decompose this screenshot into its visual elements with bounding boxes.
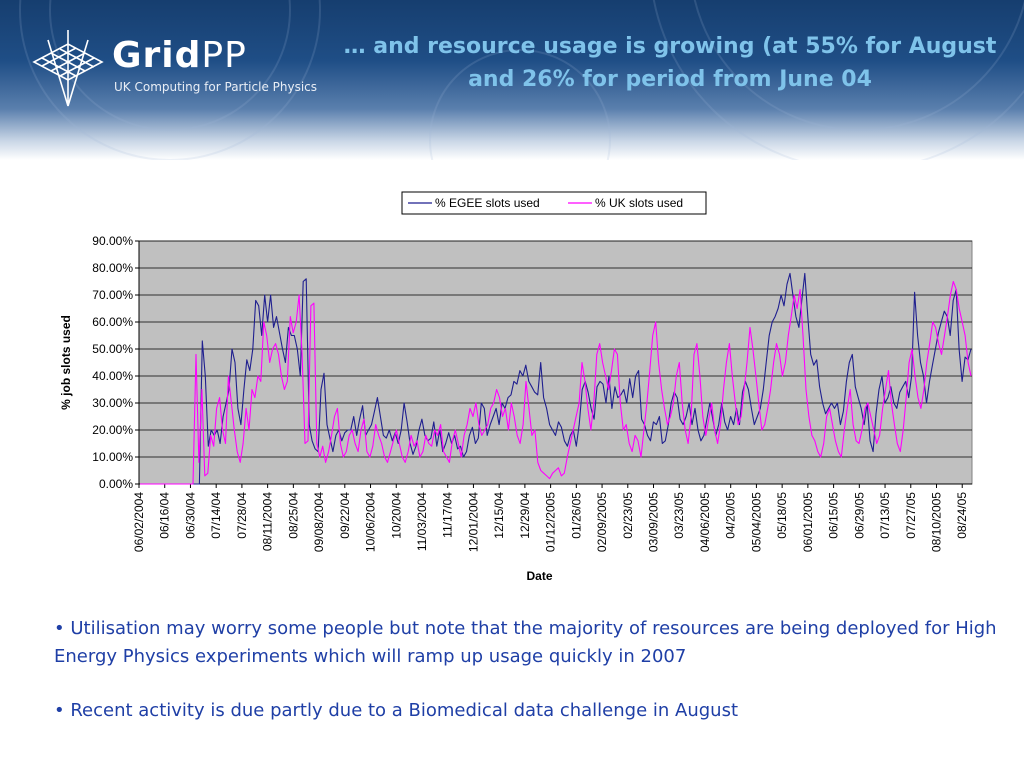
header-swirl-decoration (19, 0, 1024, 160)
x-tick-label: 06/30/04 (183, 492, 197, 539)
egee-series-line (140, 272, 972, 485)
x-axis-title: Date (526, 569, 552, 583)
y-tick-label: 10.00% (92, 450, 133, 464)
y-tick-label: 80.00% (92, 261, 133, 275)
x-tick-label: 10/06/2004 (364, 492, 378, 552)
x-tick-label: 07/13/05 (878, 492, 892, 539)
x-tick-label: 06/15/05 (827, 492, 841, 539)
y-tick-label: 30.00% (92, 396, 133, 410)
legend-label-egee: % EGEE slots used (435, 196, 540, 210)
x-tick-label: 01/12/2005 (544, 492, 558, 552)
x-tick-label: 05/04/2005 (749, 492, 763, 552)
x-tick-label: 10/20/04 (389, 492, 403, 539)
y-tick-label: 60.00% (92, 315, 133, 329)
x-tick-label: 07/14/04 (209, 492, 223, 539)
x-tick-label: 12/15/04 (492, 492, 506, 539)
bullet-utilisation: • Utilisation may worry some people but … (54, 618, 997, 667)
x-tick-label: 03/23/05 (672, 492, 686, 539)
x-tick-label: 06/16/04 (158, 492, 172, 539)
brand-grid-text: Grid (112, 35, 202, 76)
legend-box (401, 191, 707, 215)
y-tick-label: 0.00% (99, 477, 133, 491)
gridpp-brand-name: GridPP (112, 36, 247, 76)
x-tick-label: 09/08/2004 (312, 492, 326, 552)
x-tick-label: 12/29/04 (518, 492, 532, 539)
y-tick-label: 40.00% (92, 369, 133, 383)
x-tick-label: 08/11/2004 (261, 492, 275, 551)
x-tick-label: 06/29/05 (852, 492, 866, 539)
x-tick-label: 07/27/05 (904, 492, 918, 539)
y-tick-label: 50.00% (92, 342, 133, 356)
y-axis-title: % job slots used (59, 315, 73, 410)
y-tick-label: 70.00% (92, 288, 133, 302)
bullet-biomedical: • Recent activity is due partly due to a… (54, 700, 739, 721)
x-tick-label: 07/28/04 (235, 492, 249, 539)
bullet-list: • Utilisation may worry some people but … (54, 615, 1014, 751)
x-tick-label: 01/26/05 (569, 492, 583, 539)
y-tick-label: 20.00% (92, 423, 133, 437)
brand-subtitle: UK Computing for Particle Physics (114, 80, 318, 94)
x-tick-label: 12/01/2004 (466, 492, 480, 552)
y-tick-label: 90.00% (92, 234, 133, 248)
x-tick-label: 08/24/05 (955, 492, 969, 539)
gridpp-grid-logo-icon (32, 30, 104, 107)
slide-title: … and resource usage is growing (at 55% … (343, 34, 997, 92)
x-tick-label: 11/03/2004 (415, 492, 429, 551)
plot-area (138, 240, 973, 485)
chart-panel: 0.00% 10.00% 20.00% 30.00% 40.00% 50.00% 60.00… (42, 183, 984, 601)
x-tick-label: 06/02/2004 (132, 492, 146, 552)
x-tick-label: 04/20/05 (724, 492, 738, 539)
legend-label-uk: % UK slots used (595, 196, 683, 210)
x-tick-label: 08/10/2005 (929, 492, 943, 552)
x-tick-label: 02/09/2005 (595, 492, 609, 552)
x-tick-label: 08/25/04 (286, 492, 300, 539)
x-tick-label: 03/09/2005 (647, 492, 661, 552)
x-tick-label: 05/18/05 (775, 492, 789, 539)
uk-series-line (140, 280, 972, 485)
slide-header: GridPP UK Computing for Particle Physics… (0, 0, 1024, 160)
x-tick-label: 11/17/04 (441, 492, 455, 538)
x-tick-label: 04/06/2005 (698, 492, 712, 552)
x-tick-label: 02/23/05 (621, 492, 635, 539)
x-tick-label: 06/01/2005 (801, 492, 815, 552)
brand-pp-text: PP (201, 35, 247, 76)
x-tick-label: 09/22/04 (338, 492, 352, 539)
usage-line-chart: 0.00% 10.00% 20.00% 30.00% 40.00% 50.00% 60.00… (59, 191, 973, 583)
